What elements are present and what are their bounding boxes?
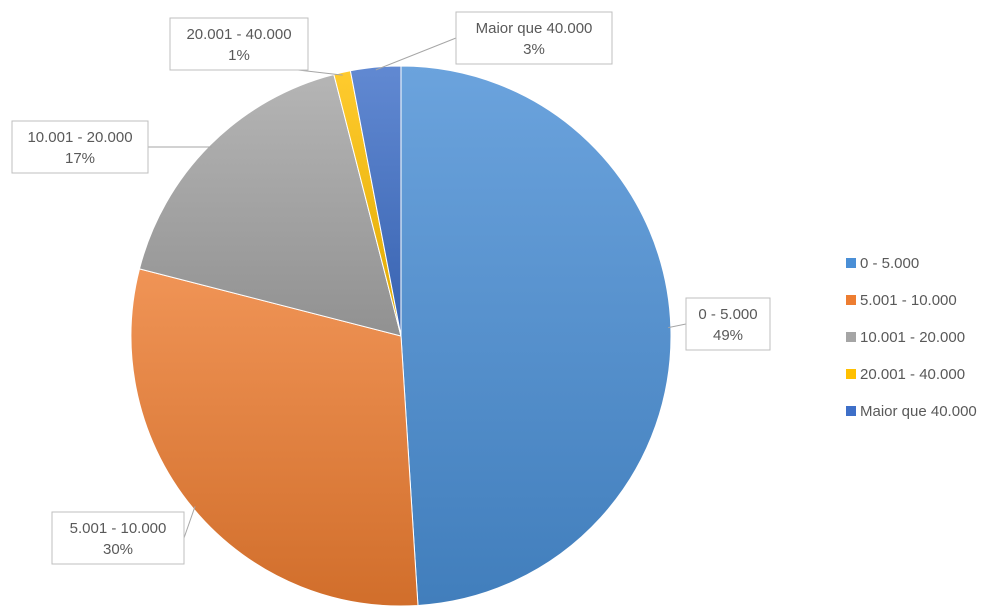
legend-label: 20.001 - 40.000 [860,366,965,383]
legend: 0 - 5.000 5.001 - 10.000 10.001 - 20.000 20… [846,255,977,420]
leader-line-0-5-000 [668,323,687,329]
data-label-callouts: 0 - 5.000 49% 5.001 - 10.000 30% 10.001 - 20… [11,11,771,565]
legend-swatch [846,295,856,305]
legend-swatch [846,406,856,416]
legend-label: 0 - 5.000 [860,255,919,272]
callout-10-001-20-000: 10.001 - 20.000 17% [11,120,149,174]
callout-0-5-000: 0 - 5.000 49% [685,297,771,351]
legend-item-maior-que-40-000: Maior que 40.000 [846,403,977,420]
slice-0-5-000 [400,65,672,606]
callout-box [11,120,149,174]
slice-5-001-10-000 [130,268,419,606]
callout-category: Maior que 40.000 [476,20,593,37]
legend-label: Maior que 40.000 [860,403,977,420]
callout-box [51,511,185,565]
legend-swatch [846,332,856,342]
callout-category: 10.001 - 20.000 [27,129,132,146]
legend-item-20-001-40-000: 20.001 - 40.000 [846,366,965,383]
legend-label: 10.001 - 20.000 [860,329,965,346]
callout-box [169,17,309,71]
leader-line-20-001-40-000 [297,69,343,76]
callout-percent: 1% [228,47,250,64]
callout-percent: 49% [713,327,743,344]
callout-percent: 3% [523,41,545,58]
legend-swatch [846,258,856,268]
callout-5-001-10-000: 5.001 - 10.000 30% [51,511,185,565]
pie-slices [130,65,672,606]
callout-category: 0 - 5.000 [698,306,757,323]
legend-item-0-5-000: 0 - 5.000 [846,255,919,272]
callout-percent: 17% [65,150,95,167]
callout-maior-que-40-000: Maior que 40.000 3% [455,11,613,65]
leader-line-maior-que-40-000 [375,37,457,71]
leader-line-5-001-10-000 [183,506,196,539]
callout-box [685,297,771,351]
slice-maior-que-40-000 [349,65,402,337]
legend-item-10-001-20-000: 10.001 - 20.000 [846,329,965,346]
legend-label: 5.001 - 10.000 [860,292,957,309]
legend-swatch [846,369,856,379]
callout-percent: 30% [103,541,133,558]
callout-category: 5.001 - 10.000 [70,520,167,537]
callout-category: 20.001 - 40.000 [186,26,291,43]
slice-10-001-20-000 [138,73,402,337]
legend-item-5-001-10-000: 5.001 - 10.000 [846,292,957,309]
callout-20-001-40-000: 20.001 - 40.000 1% [169,17,309,71]
callout-box [455,11,613,65]
callout-leader-lines [147,37,687,539]
